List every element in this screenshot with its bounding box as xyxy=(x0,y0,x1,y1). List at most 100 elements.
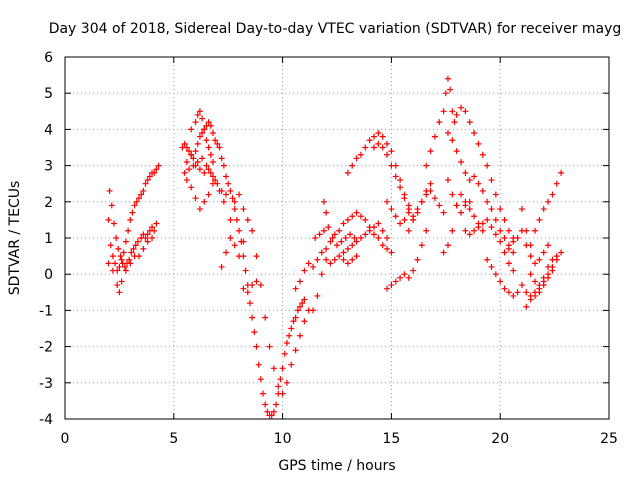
data-point-plus xyxy=(310,307,317,314)
data-point-plus xyxy=(142,180,149,187)
data-point-plus xyxy=(112,260,119,267)
data-point-plus xyxy=(227,187,234,194)
data-point-plus xyxy=(370,144,377,151)
data-point-plus xyxy=(336,227,343,234)
data-point-plus xyxy=(199,155,206,162)
data-point-plus xyxy=(223,191,230,198)
data-point-plus xyxy=(370,133,377,140)
data-point-plus xyxy=(436,119,443,126)
y-tick-labels: -4 -3 -2 -1 0 1 2 3 4 5 6 xyxy=(39,50,53,428)
data-point-plus xyxy=(113,235,120,241)
data-point-plus xyxy=(144,177,151,184)
data-point-plus xyxy=(423,162,430,169)
data-point-plus xyxy=(501,235,508,241)
data-point-plus xyxy=(118,278,125,285)
data-point-plus xyxy=(209,158,216,165)
data-point-plus xyxy=(297,332,304,339)
data-point-plus xyxy=(212,137,219,144)
y-tick-label: -2 xyxy=(39,340,53,356)
data-point-plus xyxy=(336,253,343,260)
data-point-plus xyxy=(484,198,491,205)
data-point-plus xyxy=(462,202,469,209)
data-point-plus xyxy=(153,166,160,173)
data-point-plus xyxy=(484,216,491,223)
data-point-plus xyxy=(397,220,404,227)
data-point-plus xyxy=(329,235,336,241)
data-point-plus xyxy=(505,260,512,267)
data-point-plus xyxy=(342,235,349,241)
data-point-plus xyxy=(257,376,264,383)
data-point-plus xyxy=(323,245,330,252)
y-tick-label: -1 xyxy=(39,303,53,319)
data-point-plus xyxy=(126,256,133,263)
data-point-plus xyxy=(462,108,469,115)
data-point-plus xyxy=(449,108,456,115)
data-point-plus xyxy=(466,231,473,238)
data-point-plus xyxy=(532,227,539,234)
data-point-plus xyxy=(127,260,134,267)
data-point-plus xyxy=(392,213,399,220)
data-point-plus xyxy=(423,191,430,198)
data-point-plus xyxy=(132,242,139,249)
data-point-plus xyxy=(514,235,521,241)
data-point-plus xyxy=(192,119,199,126)
data-point-plus xyxy=(518,206,525,213)
data-point-plus xyxy=(375,130,382,137)
data-point-plus xyxy=(397,177,404,184)
data-point-plus xyxy=(120,249,127,256)
data-point-plus xyxy=(479,187,486,194)
data-point-plus xyxy=(312,235,319,241)
data-point-plus xyxy=(545,263,552,270)
data-point-plus xyxy=(523,303,530,310)
data-point-plus xyxy=(397,184,404,191)
data-point-plus xyxy=(523,227,530,234)
data-point-plus xyxy=(536,216,543,223)
data-point-plus xyxy=(249,227,256,234)
data-point-plus xyxy=(397,274,404,281)
data-point-plus xyxy=(344,260,351,267)
data-point-plus xyxy=(532,260,539,267)
data-point-plus xyxy=(109,253,116,260)
x-tick-label: 10 xyxy=(274,431,292,447)
data-point-plus xyxy=(501,285,508,292)
data-point-plus xyxy=(458,104,465,111)
data-point-plus xyxy=(458,158,465,165)
data-point-plus xyxy=(344,216,351,223)
data-point-plus xyxy=(418,242,425,249)
data-point-plus xyxy=(492,271,499,278)
data-point-plus xyxy=(316,231,323,238)
x-tick-label: 5 xyxy=(169,431,178,447)
data-point-plus xyxy=(405,209,412,216)
y-axis-label: SDTVAR / TECUs xyxy=(7,181,23,296)
data-point-plus xyxy=(384,198,391,205)
data-point-plus xyxy=(479,227,486,234)
data-point-plus xyxy=(349,256,356,263)
data-point-plus xyxy=(327,238,334,245)
data-point-plus xyxy=(153,220,160,227)
data-point-plus xyxy=(209,173,216,180)
data-point-plus xyxy=(357,235,364,241)
y-tick-label: -4 xyxy=(39,412,53,428)
data-point-plus xyxy=(275,383,282,390)
data-point-plus xyxy=(532,292,539,299)
data-point-plus xyxy=(492,216,499,223)
x-tick-labels: 0 5 10 15 20 25 xyxy=(61,431,618,447)
data-point-plus xyxy=(327,260,334,267)
data-point-plus xyxy=(183,144,190,151)
data-point-plus xyxy=(357,213,364,220)
data-point-plus xyxy=(292,347,299,354)
data-point-plus xyxy=(106,187,113,194)
data-point-plus xyxy=(379,242,386,249)
data-point-plus xyxy=(401,216,408,223)
x-tick-label: 0 xyxy=(61,431,70,447)
data-point-plus xyxy=(105,260,112,267)
data-point-plus xyxy=(146,173,153,180)
data-point-plus xyxy=(484,162,491,169)
data-point-plus xyxy=(532,278,539,285)
data-point-plus xyxy=(109,267,116,274)
data-point-plus xyxy=(142,235,149,241)
data-point-plus xyxy=(125,227,132,234)
data-point-plus xyxy=(229,195,236,202)
data-point-plus xyxy=(203,137,210,144)
data-point-plus xyxy=(349,213,356,220)
